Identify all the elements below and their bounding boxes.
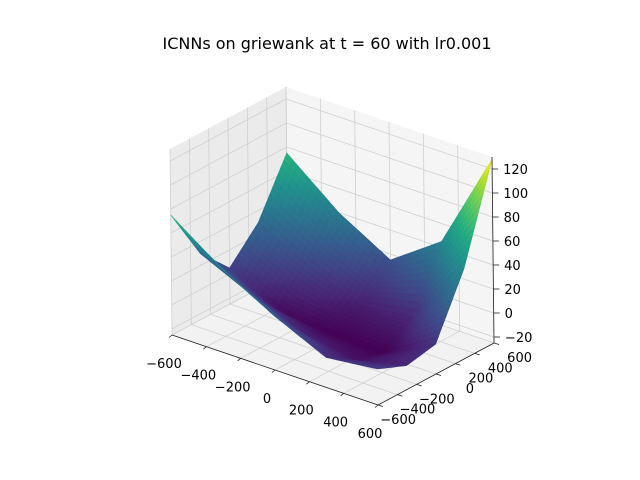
tick-mark	[455, 363, 461, 366]
y-tick-label: 400	[488, 361, 513, 376]
tick-mark	[397, 394, 403, 397]
x-tick-label: −200	[215, 380, 251, 395]
y-tick-label: 600	[507, 351, 532, 366]
gridline	[169, 148, 173, 336]
gridline	[191, 324, 398, 396]
z-tick-label: −20	[505, 331, 532, 346]
x-tick-label: 600	[358, 427, 383, 442]
z-tick-label: 60	[504, 235, 521, 250]
x-tick-label: 400	[323, 415, 348, 430]
gridline	[210, 313, 417, 385]
tick-mark	[474, 352, 480, 356]
tick-mark	[377, 404, 384, 407]
z-axis-ticks: −20 0 20 40 60 80 100 120	[492, 163, 532, 346]
tick-mark	[416, 383, 422, 387]
y-tick-label: −400	[400, 403, 436, 418]
y-tick-label: 0	[466, 382, 474, 397]
z-tick-label: 0	[505, 307, 513, 322]
y-tick-label: 200	[469, 372, 494, 387]
x-tick-label: −600	[146, 357, 182, 372]
gridline	[170, 122, 287, 186]
gridline	[169, 98, 287, 162]
gridline	[286, 146, 493, 218]
gridline	[286, 122, 493, 194]
gridline	[170, 146, 287, 210]
y-tick-label: −200	[419, 392, 455, 407]
tick-mark	[168, 334, 173, 338]
tick-mark	[493, 342, 500, 345]
tick-mark	[237, 358, 241, 362]
tick-mark	[435, 373, 442, 376]
z-tick-label: 100	[503, 187, 528, 202]
axis-line	[491, 156, 495, 344]
z-tick-label: 40	[504, 259, 521, 274]
gridline	[188, 138, 192, 325]
surface-plot	[170, 152, 493, 370]
z-tick-label: 120	[503, 163, 528, 178]
x-tick-label: −400	[180, 369, 216, 384]
y-tick-label: −600	[380, 413, 416, 428]
x-tick-label: 200	[289, 404, 314, 419]
gridline	[286, 98, 493, 170]
x-axis-ticks: −600−400−200 0 200 400 600	[146, 334, 383, 442]
gridline	[208, 128, 212, 315]
tick-mark	[374, 404, 379, 408]
z-tick-label: 80	[504, 211, 521, 226]
tick-mark	[271, 369, 276, 373]
z-tick-label: 20	[504, 283, 521, 298]
surface-patch	[372, 367, 381, 370]
chart-title: ICNNs on griewank at t = 60 with lr0.001	[163, 34, 492, 53]
gridline	[170, 170, 288, 234]
tick-mark	[203, 346, 207, 350]
x-tick-label: 0	[263, 392, 271, 407]
tick-mark	[306, 381, 310, 385]
tick-mark	[340, 393, 344, 397]
